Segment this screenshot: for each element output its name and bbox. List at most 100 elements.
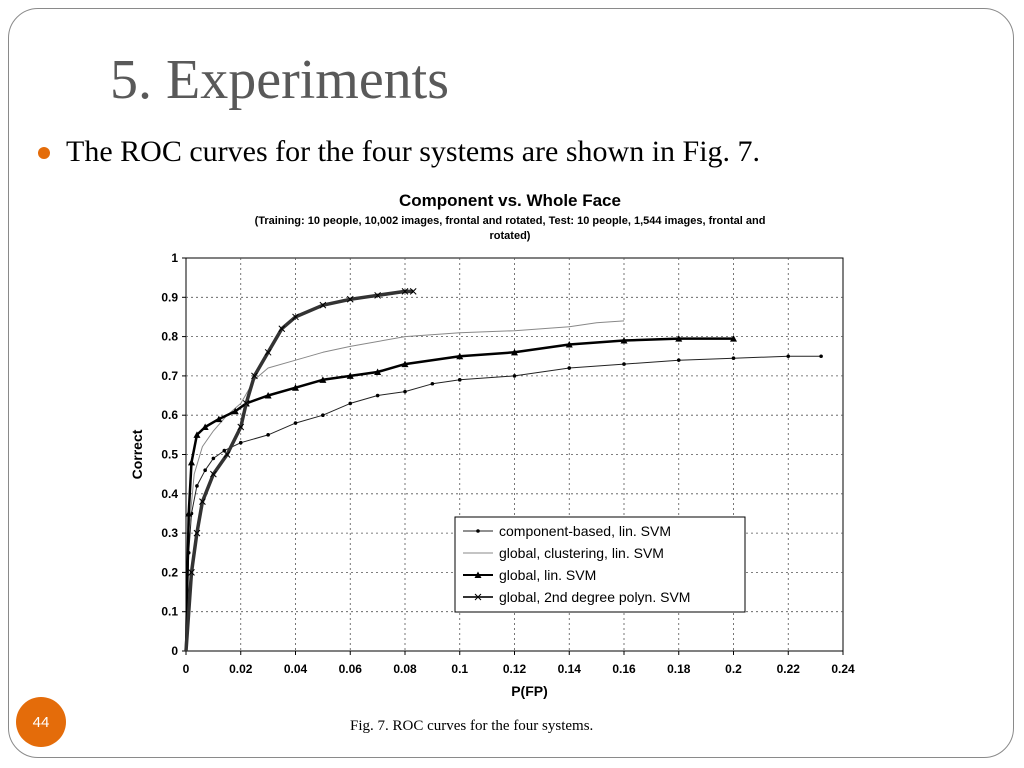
x-tick-label: 0.04 (284, 662, 308, 676)
x-tick-label: 0.18 (667, 662, 691, 676)
data-point (474, 571, 482, 578)
data-point (231, 407, 239, 415)
y-axis-label: Correct (129, 429, 145, 479)
legend-label: global, 2nd degree polyn. SVM (499, 589, 690, 605)
data-point (786, 354, 791, 359)
data-point (223, 451, 231, 458)
series-2 (184, 335, 737, 652)
slide-title: 5. Experiments (110, 49, 450, 111)
chart-title: Component vs. Whole Face (399, 191, 621, 210)
series-0 (185, 354, 823, 652)
data-point (195, 484, 199, 488)
data-point (266, 433, 270, 437)
data-point (188, 569, 195, 576)
x-axis-label: P(FP) (511, 683, 548, 699)
bullet-item: The ROC curves for the four systems are … (38, 135, 760, 169)
data-point (264, 348, 272, 356)
y-tick-label: 0.7 (161, 369, 178, 383)
data-point (348, 401, 353, 406)
data-point (242, 400, 250, 407)
data-point (457, 378, 462, 382)
data-point (292, 384, 299, 391)
data-point (403, 389, 407, 394)
data-point (730, 335, 737, 342)
x-tick-label: 0.08 (393, 662, 417, 676)
x-tick-label: 0.24 (831, 662, 855, 676)
data-point (401, 360, 409, 368)
data-point (203, 468, 207, 473)
data-point (565, 340, 573, 348)
data-point (293, 421, 298, 425)
data-point (193, 431, 201, 438)
data-point (251, 372, 258, 380)
data-point (237, 423, 245, 431)
data-point (346, 295, 354, 303)
data-point (474, 593, 482, 601)
data-point (319, 376, 327, 383)
x-tick-label: 0.16 (612, 662, 636, 676)
y-tick-label: 0.1 (161, 605, 178, 619)
data-point (511, 348, 518, 356)
data-point (622, 362, 626, 366)
chart-subtitle-line-1: (Training: 10 people, 10,002 images, fro… (254, 215, 766, 227)
y-tick-label: 0.2 (161, 565, 178, 579)
data-point (321, 413, 325, 418)
page-number-badge: 44 (16, 697, 66, 747)
data-point (222, 448, 227, 453)
data-point (211, 456, 216, 461)
data-point (676, 358, 681, 362)
data-point (193, 529, 201, 537)
data-point (374, 368, 382, 375)
legend-label: global, lin. SVM (499, 567, 596, 583)
series-1 (185, 320, 625, 652)
data-point (375, 393, 380, 398)
data-point (185, 509, 193, 517)
data-point (238, 440, 243, 445)
legend-label: component-based, lin. SVM (499, 523, 671, 539)
data-point (374, 291, 381, 299)
y-tick-label: 0.5 (161, 448, 178, 462)
series-line (184, 337, 734, 652)
data-point (278, 325, 286, 333)
data-point (187, 458, 195, 466)
x-tick-label: 0.1 (451, 662, 468, 676)
x-tick-label: 0.06 (339, 662, 363, 676)
y-tick-label: 0.4 (161, 487, 178, 501)
data-point (346, 372, 354, 379)
x-tick-label: 0 (183, 662, 190, 676)
y-tick-label: 0.9 (161, 290, 178, 304)
data-point (456, 352, 464, 360)
data-point (731, 356, 736, 361)
x-tick-label: 0.2 (725, 662, 742, 676)
data-point (819, 354, 823, 359)
data-point (409, 288, 417, 295)
bullet-dot-icon (38, 147, 50, 159)
bullet-text: The ROC curves for the four systems are … (66, 135, 761, 168)
chart-subtitle-line-2: rotated) (489, 230, 531, 242)
series-line (185, 320, 625, 652)
data-point (210, 470, 217, 478)
y-tick-label: 0.3 (161, 526, 178, 540)
data-point (199, 498, 206, 506)
figure-caption: Fig. 7. ROC curves for the four systems. (350, 718, 594, 734)
data-point (215, 415, 223, 423)
x-tick-label: 0.14 (558, 662, 582, 676)
y-tick-label: 0.6 (161, 408, 178, 422)
data-point (292, 313, 299, 321)
data-point (476, 529, 480, 533)
data-point (401, 288, 409, 295)
y-tick-label: 0 (171, 644, 178, 658)
x-tick-label: 0.22 (777, 662, 801, 676)
y-tick-label: 1 (171, 251, 178, 265)
data-point (319, 301, 327, 309)
data-point (264, 392, 272, 399)
data-point (201, 423, 209, 430)
legend-label: global, clustering, lin. SVM (499, 545, 664, 561)
data-point (675, 335, 683, 342)
y-tick-label: 0.8 (161, 330, 178, 344)
data-point (620, 337, 628, 344)
series-3 (184, 288, 417, 652)
chart-subtitle: (Training: 10 people, 10,002 images, fro… (200, 214, 820, 244)
data-point (567, 366, 572, 370)
